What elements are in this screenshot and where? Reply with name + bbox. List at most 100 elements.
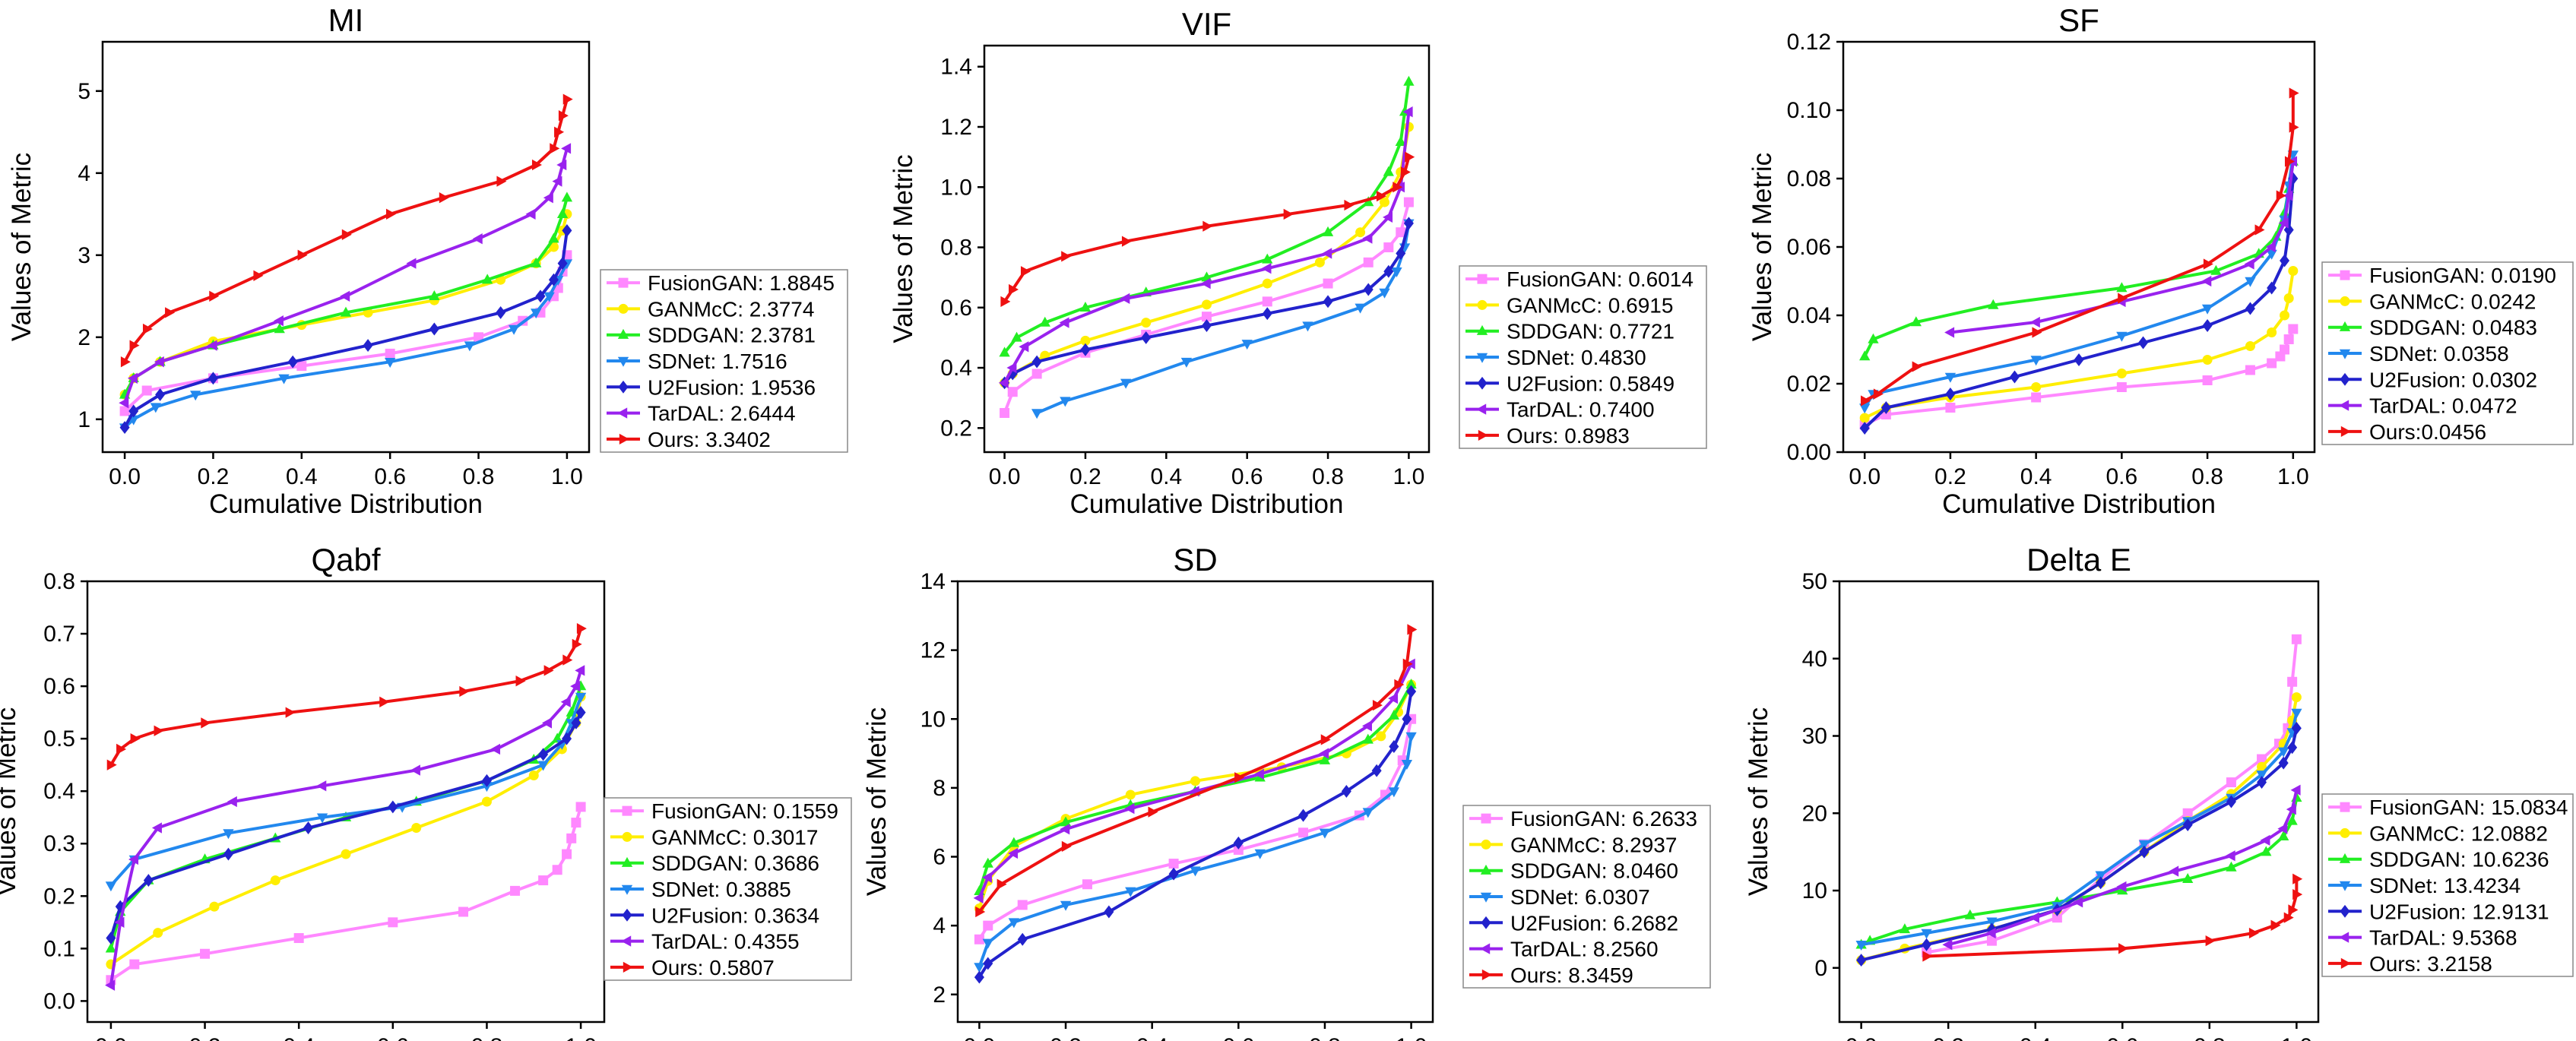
- legend-marker: [2340, 802, 2350, 812]
- data-point: [1141, 318, 1152, 328]
- data-point: [2118, 293, 2128, 304]
- x-tick-label: 0.0: [95, 1034, 127, 1041]
- x-tick-label: 0.4: [2020, 1034, 2052, 1041]
- legend-label: SDDGAN: 10.6236: [2369, 848, 2549, 872]
- data-point: [1859, 350, 1871, 361]
- data-point: [1008, 918, 1020, 929]
- data-point: [1323, 278, 1333, 289]
- data-point: [2283, 334, 2294, 344]
- x-tick-label: 0.2: [198, 464, 230, 489]
- x-tick-label: 0.2: [1932, 1034, 1964, 1041]
- y-tick-label: 0.7: [43, 622, 75, 647]
- data-point: [141, 385, 152, 396]
- legend-marker: [1477, 274, 1488, 284]
- y-axis-label: Values of Metric: [7, 153, 36, 341]
- legend-entry-fusiongan: FusionGAN: 0.1559: [610, 799, 838, 823]
- y-tick-label: 0.06: [1787, 235, 1831, 260]
- data-point: [1355, 303, 1366, 314]
- data-point: [1986, 935, 1997, 946]
- y-tick-label: 0: [1814, 956, 1827, 981]
- data-point: [2205, 935, 2216, 947]
- data-point: [1298, 827, 1309, 838]
- data-point: [2201, 275, 2212, 287]
- legend-label: U2Fusion: 0.0302: [2369, 368, 2537, 391]
- legend-label: TarDAL: 2.6444: [648, 402, 796, 426]
- legend-box: [604, 797, 852, 981]
- data-point: [2096, 876, 2106, 890]
- data-point: [1363, 196, 1374, 207]
- data-point: [1008, 837, 1020, 847]
- series-ours: [120, 93, 573, 368]
- data-point: [363, 339, 373, 353]
- y-tick-label: 0.2: [940, 416, 972, 441]
- y-tick-label: 50: [1802, 569, 1827, 594]
- legend-marker: [622, 908, 632, 922]
- data-point: [2280, 310, 2290, 321]
- data-point: [1344, 199, 1355, 211]
- data-point: [543, 292, 555, 302]
- legend: FusionGAN: 0.0190 GANMcC: 0.0242 SDDGAN: 0…: [2321, 261, 2574, 445]
- data-point: [1922, 938, 1932, 951]
- legend-entry-fusiongan: FusionGAN: 1.8845: [607, 271, 835, 295]
- y-tick-label: 0.8: [43, 569, 75, 594]
- data-point: [1080, 343, 1091, 356]
- legend-label: FusionGAN: 15.0834: [2369, 796, 2568, 819]
- data-point: [105, 942, 117, 953]
- data-point: [114, 916, 125, 928]
- data-point: [1383, 242, 1394, 253]
- data-point: [1986, 917, 1998, 928]
- data-point: [1383, 166, 1394, 176]
- data-point: [2116, 331, 2128, 342]
- legend-entry-sddgan: SDDGAN: 0.3686: [610, 852, 819, 875]
- data-point: [2203, 258, 2213, 270]
- legend-marker: [1478, 429, 1488, 441]
- series-ganmcc: [106, 691, 586, 970]
- data-point: [2289, 122, 2299, 133]
- data-point: [1371, 764, 1382, 777]
- legend-entry-ganmcc: GANMcC: 0.3017: [610, 825, 818, 849]
- x-tick-label: 0.2: [1934, 464, 1966, 489]
- data-point: [983, 920, 993, 931]
- data-point: [119, 397, 129, 409]
- data-point: [2278, 747, 2289, 758]
- data-point: [1363, 257, 1374, 267]
- legend-entry-fusiongan: FusionGAN: 6.2633: [1469, 807, 1697, 831]
- data-point: [2031, 392, 2042, 403]
- data-point: [1082, 879, 1092, 890]
- data-point: [1396, 227, 1406, 238]
- legend-box: [600, 269, 848, 453]
- series-u2fusion: [974, 685, 1417, 984]
- data-point: [1302, 321, 1313, 332]
- series-ours: [1922, 873, 2303, 962]
- data-point: [999, 346, 1010, 357]
- data-point: [2116, 369, 2127, 378]
- x-tick-label: 0.0: [964, 1034, 996, 1041]
- data-point: [2256, 770, 2267, 781]
- data-point: [2116, 282, 2128, 293]
- x-tick-label: 0.4: [283, 1034, 315, 1041]
- legend-marker: [1481, 839, 1491, 850]
- legend-marker: [2339, 349, 2351, 359]
- legend-marker: [2339, 400, 2349, 411]
- data-point: [571, 818, 581, 828]
- legend-label: SDDGAN: 2.3781: [648, 324, 816, 347]
- data-point: [481, 774, 492, 787]
- legend-label: TarDAL: 0.0472: [2369, 394, 2517, 418]
- legend-entry-sdnet: SDNet: 0.0358: [2328, 342, 2509, 365]
- legend-marker: [617, 328, 629, 339]
- data-point: [2138, 840, 2150, 850]
- data-point: [1060, 900, 1072, 911]
- x-tick-label: 1.0: [2277, 464, 2309, 489]
- plot-frame: [86, 580, 606, 1024]
- series-line-tardal: [109, 669, 583, 986]
- data-point: [1362, 233, 1373, 244]
- data-point: [2267, 281, 2277, 295]
- chart-panel-qabf: Qabf 0.0 0.2 0.4 0.6 0.8 1.0 0.0 0.1 0.2 0.3 0.4 0.5…: [0, 542, 852, 1041]
- data-point: [2288, 324, 2299, 334]
- x-tick-label: 0.8: [2194, 1034, 2226, 1041]
- data-point: [1406, 685, 1417, 698]
- series-line-ours: [123, 99, 569, 363]
- x-tick-label: 1.0: [1393, 464, 1425, 489]
- legend-marker: [2340, 372, 2350, 386]
